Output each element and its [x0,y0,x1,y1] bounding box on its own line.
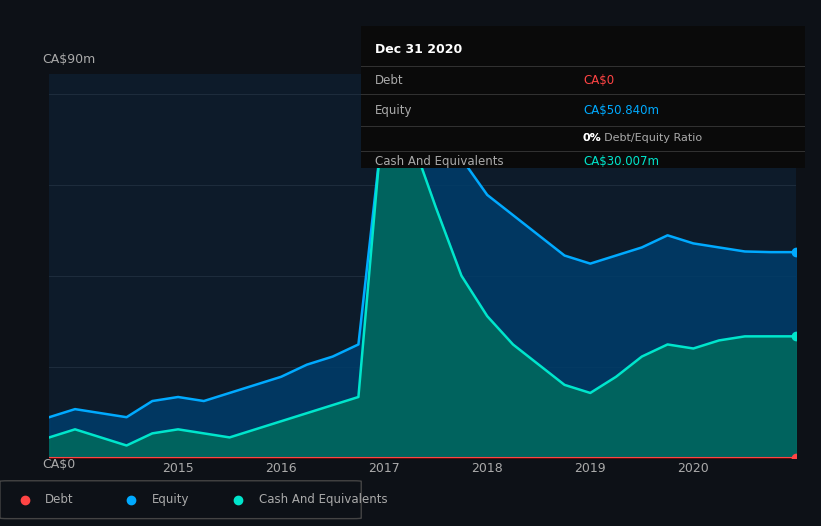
Text: CA$0: CA$0 [42,458,75,471]
Text: CA$30.007m: CA$30.007m [583,155,659,168]
Text: Equity: Equity [374,104,412,117]
FancyBboxPatch shape [0,481,361,519]
Text: Cash And Equivalents: Cash And Equivalents [374,155,503,168]
Text: Equity: Equity [152,493,190,506]
Text: 0% Debt/Equity Ratio: 0% Debt/Equity Ratio [583,134,702,144]
Text: Cash And Equivalents: Cash And Equivalents [259,493,388,506]
Text: Debt: Debt [45,493,74,506]
Text: Dec 31 2020: Dec 31 2020 [374,43,461,56]
Text: 0%: 0% [583,134,602,144]
Text: CA$0: CA$0 [583,74,614,87]
Text: CA$90m: CA$90m [42,53,95,66]
Text: CA$50.840m: CA$50.840m [583,104,659,117]
Text: Debt: Debt [374,74,403,87]
